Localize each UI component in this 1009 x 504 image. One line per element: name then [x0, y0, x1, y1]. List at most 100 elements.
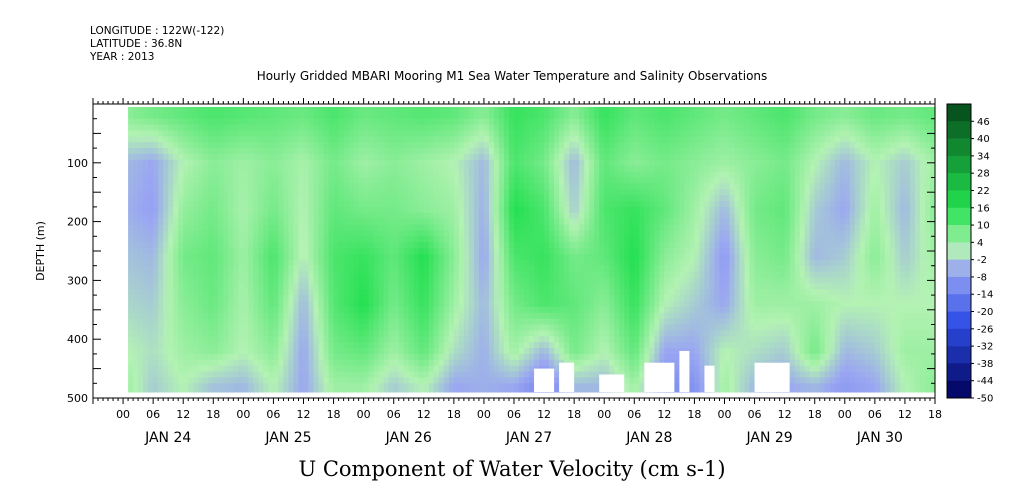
heatmap-cell — [448, 112, 455, 120]
heatmap-cell — [463, 206, 470, 214]
heatmap-cell — [529, 377, 535, 384]
heatmap-cell — [128, 177, 134, 184]
heatmap-cell — [298, 183, 304, 190]
heatmap-cell — [388, 253, 395, 261]
heatmap-cell — [193, 324, 199, 331]
heatmap-cell — [428, 365, 435, 372]
heatmap-cell — [514, 171, 520, 178]
heatmap-cell — [629, 300, 635, 308]
heatmap-cell — [574, 148, 580, 155]
heatmap-cell — [438, 365, 445, 372]
heatmap-cell — [358, 153, 365, 161]
heatmap-cell — [168, 300, 174, 308]
heatmap-cell — [544, 183, 550, 190]
heatmap-cell — [198, 312, 204, 320]
heatmap-cell — [243, 306, 249, 314]
heatmap-cell — [458, 165, 465, 173]
heatmap-cell — [624, 201, 630, 208]
heatmap-cell — [313, 118, 319, 125]
heatmap-cell — [418, 300, 425, 308]
heatmap-cell — [514, 336, 520, 343]
heatmap-cell — [383, 324, 390, 331]
heatmap-cell — [483, 248, 490, 255]
heatmap-cell — [178, 212, 184, 220]
heatmap-cell — [203, 224, 209, 231]
heatmap-cell — [263, 330, 269, 337]
heatmap-cell — [258, 353, 264, 361]
heatmap-cell — [438, 106, 445, 114]
heatmap-cell — [328, 383, 334, 390]
heatmap-cell — [393, 283, 400, 290]
heatmap-cell — [498, 177, 505, 184]
heatmap-cell — [248, 371, 254, 378]
heatmap-cell — [223, 165, 229, 173]
heatmap-cell — [173, 271, 179, 278]
heatmap-cell — [443, 283, 450, 290]
heatmap-cell — [213, 300, 219, 308]
heatmap-cell — [483, 153, 490, 161]
heatmap-cell — [363, 353, 370, 361]
heatmap-cell — [178, 177, 184, 184]
heatmap-cell — [283, 230, 289, 237]
heatmap-cell — [458, 289, 465, 296]
heatmap-cell — [133, 218, 139, 225]
heatmap-cell — [433, 159, 440, 167]
heatmap-cell — [428, 148, 435, 155]
heatmap-cell — [183, 283, 189, 290]
heatmap-cell — [458, 171, 465, 178]
heatmap-cell — [363, 148, 370, 155]
heatmap-cell — [278, 283, 284, 290]
heatmap-cell — [318, 142, 324, 149]
heatmap-cell — [393, 195, 400, 202]
heatmap-cell — [589, 365, 595, 372]
heatmap-cell — [143, 312, 149, 320]
heatmap-cell — [398, 283, 405, 290]
heatmap-cell — [308, 189, 314, 196]
heatmap-cell — [248, 277, 254, 284]
heatmap-cell — [413, 336, 420, 343]
heatmap-cell — [298, 318, 304, 325]
heatmap-cell — [488, 383, 495, 390]
heatmap-cell — [599, 212, 605, 220]
heatmap-cell — [463, 253, 470, 261]
heatmap-cell — [178, 312, 184, 320]
heatmap-cell — [443, 153, 450, 161]
heatmap-cell — [503, 324, 510, 331]
heatmap-cell — [348, 342, 355, 349]
heatmap-cell — [413, 112, 420, 120]
heatmap-cell — [268, 136, 274, 143]
heatmap-cell — [308, 136, 314, 143]
heatmap-cell — [468, 324, 475, 331]
heatmap-cell — [589, 171, 595, 178]
heatmap-cell — [188, 142, 194, 149]
heatmap-cell — [173, 253, 179, 261]
heatmap-cell — [569, 218, 575, 225]
heatmap-cell — [158, 212, 164, 220]
heatmap-cell — [143, 300, 149, 308]
heatmap-cell — [388, 324, 395, 331]
heatmap-cell — [188, 342, 194, 349]
heatmap-cell — [233, 148, 239, 155]
heatmap-cell — [634, 106, 640, 114]
heatmap-cell — [418, 342, 425, 349]
heatmap-cell — [609, 195, 615, 202]
heatmap-cell — [438, 142, 445, 149]
heatmap-cell — [218, 324, 224, 331]
heatmap-cell — [413, 283, 420, 290]
heatmap-cell — [634, 218, 640, 225]
heatmap-cell — [273, 324, 279, 331]
heatmap-cell — [554, 330, 560, 337]
heatmap-cell — [503, 224, 510, 231]
heatmap-cell — [468, 336, 475, 343]
heatmap-cell — [273, 142, 279, 149]
heatmap-cell — [193, 336, 199, 343]
heatmap-cell — [448, 383, 455, 390]
heatmap-cell — [383, 371, 390, 378]
heatmap-cell — [458, 300, 465, 308]
heatmap-cell — [173, 242, 179, 249]
heatmap-cell — [268, 306, 274, 314]
heatmap-cell — [238, 377, 244, 384]
heatmap-cell — [298, 353, 304, 361]
heatmap-cell — [258, 359, 264, 367]
heatmap-cell — [223, 365, 229, 372]
